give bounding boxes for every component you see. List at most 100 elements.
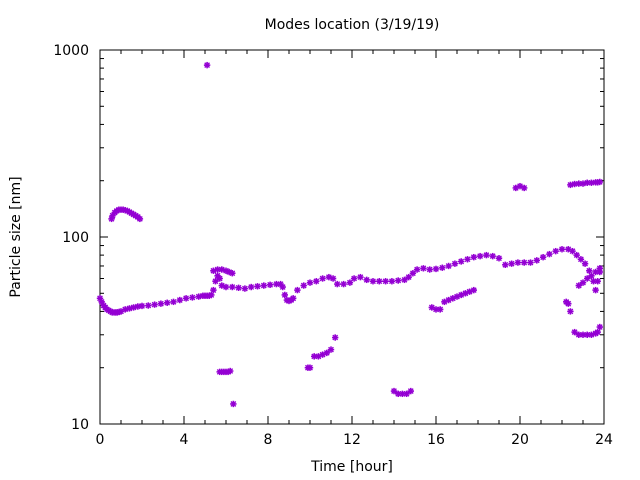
data-point-stroke bbox=[477, 253, 483, 260]
data-point bbox=[151, 301, 158, 308]
data-point bbox=[569, 247, 576, 255]
data-point bbox=[136, 215, 144, 223]
data-point bbox=[376, 278, 383, 285]
x-tick-label: 12 bbox=[343, 432, 361, 448]
data-point bbox=[495, 255, 503, 262]
data-point bbox=[382, 278, 389, 285]
data-point bbox=[432, 265, 440, 273]
x-axis-ticks: 0 4 8 12 16 20 24 bbox=[96, 50, 613, 448]
data-point-stroke bbox=[571, 329, 578, 336]
data-point bbox=[327, 346, 335, 353]
data-point-stroke bbox=[313, 278, 320, 285]
data-point bbox=[340, 280, 347, 288]
data-point bbox=[279, 283, 286, 291]
data-point-stroke bbox=[311, 353, 318, 360]
data-point bbox=[229, 270, 236, 277]
data-point-stroke bbox=[552, 248, 559, 255]
data-points bbox=[96, 61, 603, 408]
data-point-stroke bbox=[420, 265, 427, 272]
data-point-stroke bbox=[596, 265, 603, 272]
data-point bbox=[306, 279, 314, 286]
y-tick-label: 10 bbox=[71, 417, 89, 433]
data-point-stroke bbox=[426, 266, 433, 273]
data-point-stroke bbox=[515, 259, 521, 266]
data-point bbox=[334, 280, 341, 288]
data-point-stroke bbox=[575, 180, 582, 187]
data-point-stroke bbox=[580, 331, 586, 338]
data-point-stroke bbox=[319, 275, 326, 282]
data-point bbox=[489, 252, 496, 260]
data-point bbox=[508, 260, 515, 267]
data-point bbox=[502, 261, 509, 269]
data-point-stroke bbox=[414, 266, 420, 273]
data-point bbox=[539, 253, 547, 261]
data-point-stroke bbox=[403, 390, 410, 397]
data-point-stroke bbox=[204, 62, 210, 69]
data-point-stroke bbox=[242, 285, 248, 292]
data-point-stroke bbox=[97, 295, 103, 302]
data-point-stroke bbox=[596, 179, 603, 185]
data-point-stroke bbox=[254, 283, 261, 290]
data-point-stroke bbox=[158, 300, 164, 307]
data-point-stroke bbox=[223, 284, 229, 290]
data-point bbox=[176, 296, 183, 304]
data-point bbox=[533, 257, 540, 264]
data-point bbox=[577, 256, 585, 263]
data-point-stroke bbox=[230, 401, 237, 407]
chart-title: Modes location (3/19/19) bbox=[265, 17, 440, 33]
data-point bbox=[552, 247, 559, 255]
data-point-stroke bbox=[470, 254, 477, 261]
data-point bbox=[458, 291, 465, 299]
data-point-stroke bbox=[588, 179, 595, 186]
data-point-stroke bbox=[208, 292, 215, 298]
data-point bbox=[350, 275, 358, 282]
data-point-stroke bbox=[401, 276, 408, 283]
y-axis-ticks: 10 100 1000 bbox=[53, 43, 604, 433]
data-point-stroke bbox=[582, 260, 588, 267]
data-point bbox=[516, 182, 524, 190]
y-axis-title: Particle size [nm] bbox=[8, 176, 24, 297]
data-point bbox=[235, 284, 242, 291]
data-point bbox=[558, 246, 566, 253]
data-point-stroke bbox=[210, 287, 217, 294]
data-point bbox=[573, 251, 580, 259]
data-point-stroke bbox=[489, 253, 496, 260]
data-point-stroke bbox=[328, 346, 334, 353]
data-point-stroke bbox=[223, 267, 229, 274]
data-point-stroke bbox=[399, 390, 406, 397]
data-point-stroke bbox=[260, 282, 267, 289]
data-point bbox=[189, 294, 196, 301]
data-point bbox=[596, 265, 603, 272]
data-point bbox=[329, 275, 337, 282]
data-point-stroke bbox=[294, 287, 301, 294]
data-point bbox=[395, 277, 402, 284]
data-point-stroke bbox=[363, 276, 370, 283]
data-point-stroke bbox=[357, 274, 364, 281]
data-point bbox=[451, 260, 459, 267]
data-point-stroke bbox=[546, 251, 553, 258]
data-point-stroke bbox=[594, 278, 601, 285]
data-point bbox=[413, 266, 421, 273]
data-point bbox=[586, 267, 593, 274]
data-point-stroke bbox=[183, 295, 189, 302]
data-point-stroke bbox=[164, 299, 171, 306]
data-point-stroke bbox=[326, 274, 332, 281]
data-point bbox=[332, 334, 339, 341]
data-point bbox=[470, 253, 477, 261]
data-point-stroke bbox=[590, 278, 597, 285]
data-point bbox=[130, 304, 137, 311]
data-point-stroke bbox=[227, 368, 234, 374]
data-point-stroke bbox=[391, 388, 397, 394]
data-point bbox=[426, 266, 433, 273]
data-point bbox=[319, 275, 326, 282]
data-point-stroke bbox=[584, 331, 591, 338]
data-point bbox=[138, 302, 146, 310]
data-point bbox=[405, 273, 412, 281]
data-point-stroke bbox=[248, 284, 255, 290]
data-point-stroke bbox=[151, 301, 158, 308]
data-point bbox=[145, 302, 152, 309]
data-point-stroke bbox=[573, 252, 580, 259]
data-point-stroke bbox=[273, 281, 280, 287]
